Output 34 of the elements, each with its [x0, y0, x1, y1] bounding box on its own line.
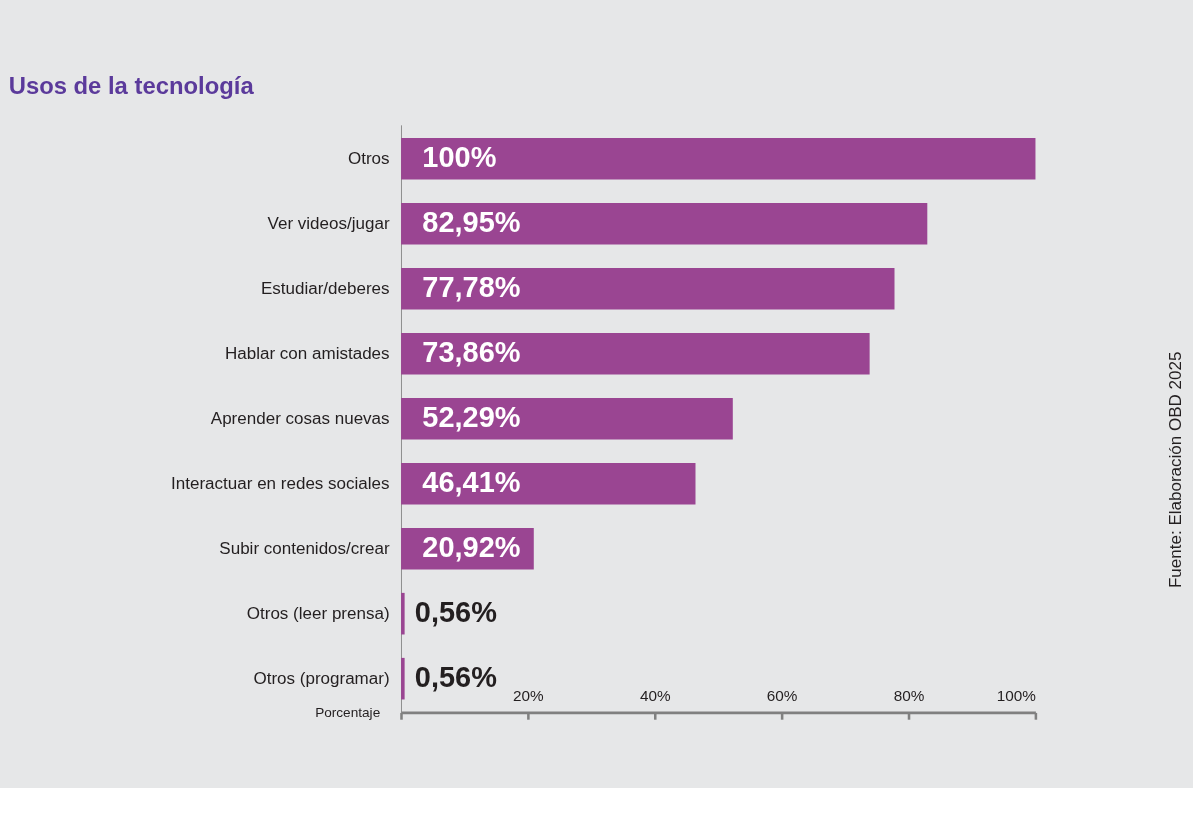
y-tick-label: Otros	[347, 148, 390, 168]
x-tick-label: 20%	[513, 686, 545, 704]
text: Usos de la tecnología	[8, 72, 255, 100]
source-note: Fuente: Elaboración OBD 2025	[1166, 351, 1186, 589]
bar	[401, 462, 696, 505]
data-label: 77,78%	[422, 271, 521, 304]
data-label: 73,86%	[422, 336, 521, 369]
data-label: 82,95%	[422, 206, 521, 239]
y-tick-label: Aprender cosas nuevas	[210, 408, 390, 428]
bar	[401, 267, 895, 310]
data-label: 0,56%	[414, 661, 497, 694]
bar	[401, 592, 405, 635]
bar	[401, 657, 405, 700]
data-label: 46,41%	[422, 466, 521, 499]
x-axis-title: Porcentaje	[315, 705, 381, 721]
data-label: 20,92%	[422, 531, 521, 564]
y-tick-label: Interactuar en redes sociales	[171, 473, 390, 493]
bar	[401, 137, 1036, 180]
x-tick-label: 100%	[996, 686, 1037, 704]
x-tick-label: 40%	[639, 686, 671, 704]
x-tick-label: 80%	[893, 686, 925, 704]
y-tick-label: Subir contenidos/crear	[219, 538, 390, 558]
x-tick-label: 60%	[766, 686, 798, 704]
y-tick-label: Ver videos/jugar	[267, 213, 390, 233]
bar	[401, 397, 733, 440]
y-tick-label: Otros (programar)	[253, 668, 390, 688]
data-label: 52,29%	[422, 401, 521, 434]
y-tick-label: Otros (leer prensa)	[246, 603, 390, 623]
bar	[401, 332, 870, 375]
data-label: 100%	[422, 141, 497, 174]
y-tick-label: Hablar con amistades	[225, 343, 390, 363]
y-tick-label: Estudiar/deberes	[260, 278, 390, 298]
bar	[401, 202, 928, 245]
data-label: 0,56%	[414, 596, 497, 629]
